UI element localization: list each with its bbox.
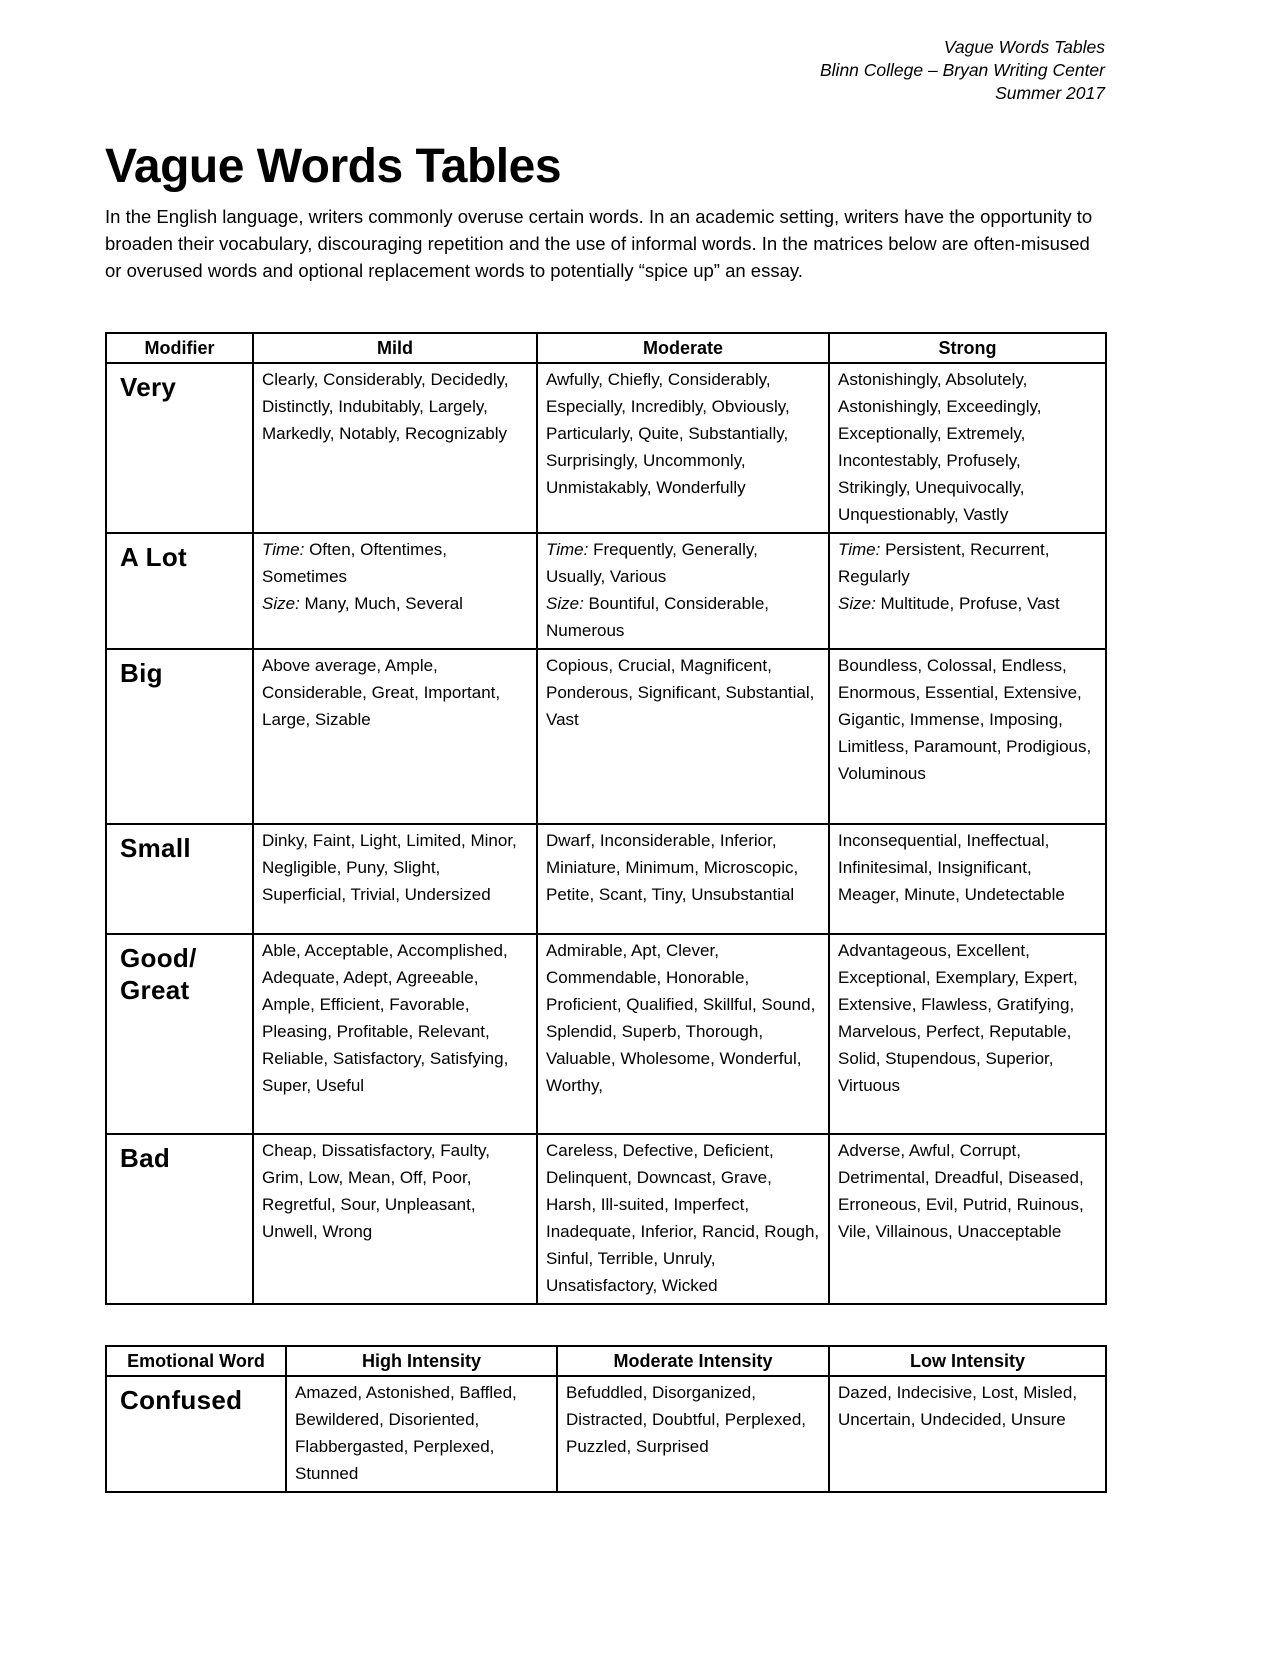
time-segment: Time: Persistent, Recurrent, Regularly bbox=[838, 536, 1097, 590]
emotion-table-header-row: Emotional Word High Intensity Moderate I… bbox=[105, 1345, 1107, 1377]
time-segment: Time: Often, Oftentimes, Sometimes bbox=[262, 536, 528, 590]
row-label-confused: Confused bbox=[105, 1375, 287, 1493]
size-segment: Size: Bountiful, Considerable, Numerous bbox=[546, 590, 820, 644]
column-header-high-intensity: High Intensity bbox=[285, 1345, 558, 1377]
time-words: Frequently, Generally, Usually, Various bbox=[546, 540, 758, 586]
row-label-good-great: Good/ Great bbox=[105, 933, 254, 1135]
cell-a-lot-mild: Time: Often, Oftentimes, Sometimes Size:… bbox=[252, 532, 538, 650]
table-row-small: Small Dinky, Faint, Light, Limited, Mino… bbox=[105, 823, 1107, 935]
column-header-mild: Mild bbox=[252, 332, 538, 364]
emotion-table: Emotional Word High Intensity Moderate I… bbox=[105, 1345, 1107, 1493]
cell-a-lot-strong: Time: Persistent, Recurrent, Regularly S… bbox=[828, 532, 1107, 650]
cell-confused-high: Amazed, Astonished, Baffled, Bewildered,… bbox=[285, 1375, 558, 1493]
cell-small-moderate: Dwarf, Inconsiderable, Inferior, Miniatu… bbox=[536, 823, 830, 935]
time-words: Often, Oftentimes, Sometimes bbox=[262, 540, 448, 586]
cell-bad-strong: Adverse, Awful, Corrupt, Detrimental, Dr… bbox=[828, 1133, 1107, 1305]
cell-small-strong: Inconsequential, Ineffectual, Infinitesi… bbox=[828, 823, 1107, 935]
column-header-strong: Strong bbox=[828, 332, 1107, 364]
cell-good-great-strong: Advantageous, Excellent, Exceptional, Ex… bbox=[828, 933, 1107, 1135]
cell-a-lot-moderate: Time: Frequently, Generally, Usually, Va… bbox=[536, 532, 830, 650]
row-label-small: Small bbox=[105, 823, 254, 935]
row-label-a-lot: A Lot bbox=[105, 532, 254, 650]
size-words: Many, Much, Several bbox=[299, 594, 463, 613]
row-label-bad: Bad bbox=[105, 1133, 254, 1305]
cell-very-mild: Clearly, Considerably, Decidedly, Distin… bbox=[252, 362, 538, 534]
modifier-table: Modifier Mild Moderate Strong Very Clear… bbox=[105, 332, 1107, 1305]
cell-bad-moderate: Careless, Defective, Deficient, Delinque… bbox=[536, 1133, 830, 1305]
cell-very-strong: Astonishingly, Absolutely, Astonishingly… bbox=[828, 362, 1107, 534]
time-segment: Time: Frequently, Generally, Usually, Va… bbox=[546, 536, 820, 590]
time-words: Persistent, Recurrent, Regularly bbox=[838, 540, 1050, 586]
cell-small-mild: Dinky, Faint, Light, Limited, Minor, Neg… bbox=[252, 823, 538, 935]
page-header: Vague Words Tables Blinn College – Bryan… bbox=[105, 0, 1105, 105]
intro-paragraph: In the English language, writers commonl… bbox=[105, 206, 1093, 281]
cell-very-moderate: Awfully, Chiefly, Considerably, Especial… bbox=[536, 362, 830, 534]
cell-good-great-moderate: Admirable, Apt, Clever, Commendable, Hon… bbox=[536, 933, 830, 1135]
table-row-very: Very Clearly, Considerably, Decidedly, D… bbox=[105, 362, 1107, 534]
column-header-low-intensity: Low Intensity bbox=[828, 1345, 1107, 1377]
table-row-good-great: Good/ Great Able, Acceptable, Accomplish… bbox=[105, 933, 1107, 1135]
column-header-moderate-intensity: Moderate Intensity bbox=[556, 1345, 830, 1377]
cell-confused-moderate: Befuddled, Disorganized, Distracted, Dou… bbox=[556, 1375, 830, 1493]
time-label: Time: bbox=[546, 540, 589, 559]
column-header-emotional-word: Emotional Word bbox=[105, 1345, 287, 1377]
size-label: Size: bbox=[546, 594, 584, 613]
cell-good-great-mild: Able, Acceptable, Accomplished, Adequate… bbox=[252, 933, 538, 1135]
table-row-bad: Bad Cheap, Dissatisfactory, Faulty, Grim… bbox=[105, 1133, 1107, 1305]
header-institution: Blinn College – Bryan Writing Center bbox=[820, 60, 1105, 80]
cell-confused-low: Dazed, Indecisive, Lost, Misled, Uncerta… bbox=[828, 1375, 1107, 1493]
cell-big-mild: Above average, Ample, Considerable, Grea… bbox=[252, 648, 538, 825]
header-term: Summer 2017 bbox=[995, 83, 1105, 103]
size-label: Size: bbox=[838, 594, 876, 613]
page-content: Vague Words Tables Blinn College – Bryan… bbox=[105, 0, 1107, 1493]
table-row-confused: Confused Amazed, Astonished, Baffled, Be… bbox=[105, 1375, 1107, 1493]
size-words: Multitude, Profuse, Vast bbox=[875, 594, 1060, 613]
time-label: Time: bbox=[262, 540, 305, 559]
column-header-moderate: Moderate bbox=[536, 332, 830, 364]
cell-big-strong: Boundless, Colossal, Endless, Enormous, … bbox=[828, 648, 1107, 825]
table-row-big: Big Above average, Ample, Considerable, … bbox=[105, 648, 1107, 825]
page-title: Vague Words Tables bbox=[105, 140, 562, 193]
row-label-very: Very bbox=[105, 362, 254, 534]
table-row-a-lot: A Lot Time: Often, Oftentimes, Sometimes… bbox=[105, 532, 1107, 650]
size-segment: Size: Multitude, Profuse, Vast bbox=[838, 590, 1097, 617]
cell-bad-mild: Cheap, Dissatisfactory, Faulty, Grim, Lo… bbox=[252, 1133, 538, 1305]
header-doc-title: Vague Words Tables bbox=[943, 37, 1105, 57]
row-label-big: Big bbox=[105, 648, 254, 825]
column-header-modifier: Modifier bbox=[105, 332, 254, 364]
size-segment: Size: Many, Much, Several bbox=[262, 590, 528, 617]
cell-big-moderate: Copious, Crucial, Magnificent, Ponderous… bbox=[536, 648, 830, 825]
size-words: Bountiful, Considerable, Numerous bbox=[546, 594, 770, 640]
size-label: Size: bbox=[262, 594, 300, 613]
time-label: Time: bbox=[838, 540, 881, 559]
modifier-table-header-row: Modifier Mild Moderate Strong bbox=[105, 332, 1107, 364]
